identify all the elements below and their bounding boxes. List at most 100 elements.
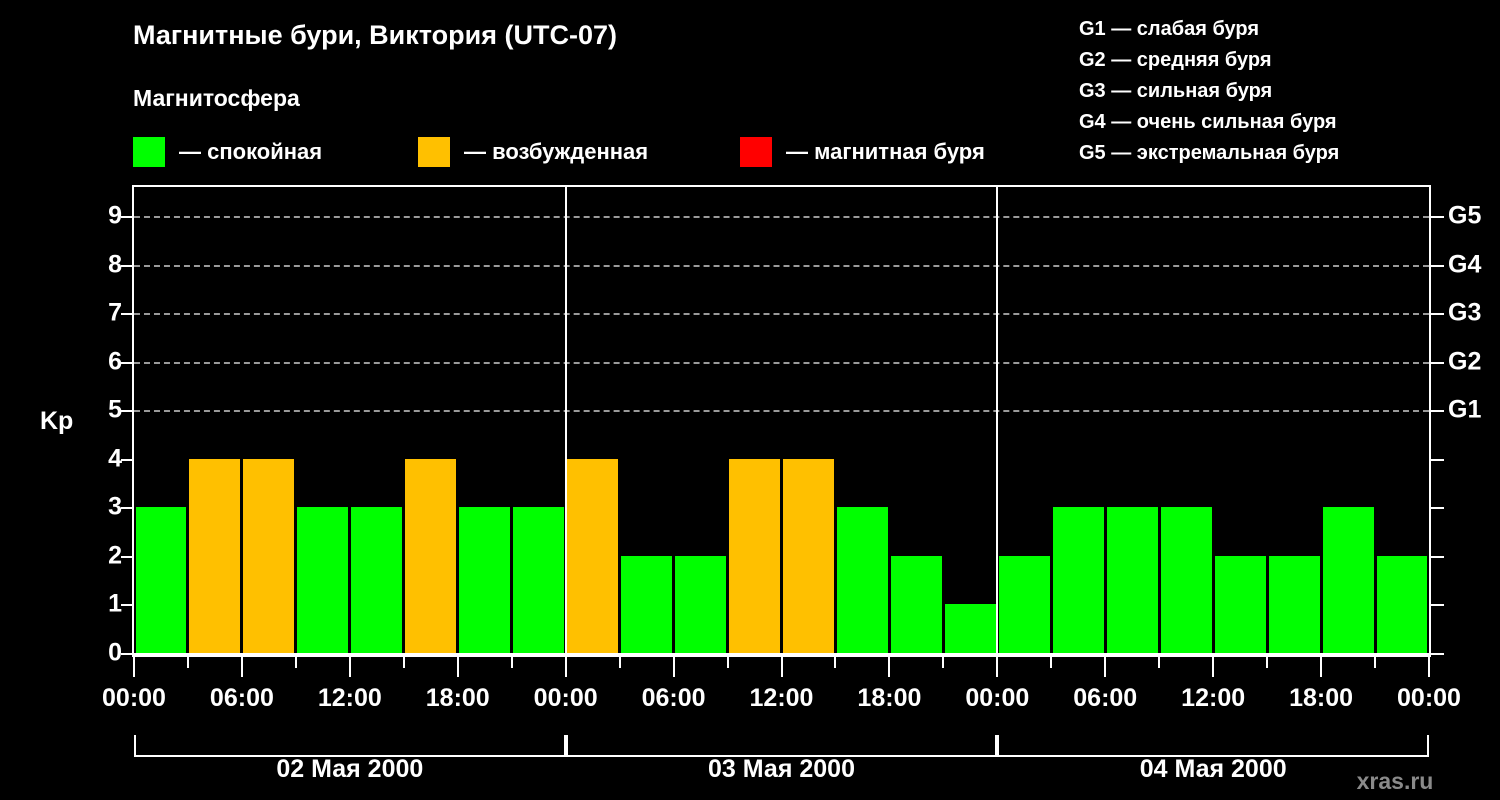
right-tick-mark-1 bbox=[1431, 604, 1444, 607]
bar bbox=[513, 507, 565, 653]
y-tick-label-7: 7 bbox=[108, 298, 122, 327]
g-legend-row-g1: G1 — слабая буря bbox=[1079, 14, 1339, 45]
y-tick-label-2: 2 bbox=[108, 541, 122, 570]
right-tick-label-g5: G5 bbox=[1448, 201, 1482, 230]
bar bbox=[998, 555, 1050, 653]
y-tick-label-5: 5 bbox=[108, 395, 122, 424]
x-tick-3 bbox=[294, 657, 297, 668]
x-tick-23 bbox=[1374, 657, 1377, 668]
y-axis-title: Kp bbox=[40, 407, 74, 435]
right-tick-label-g4: G4 bbox=[1448, 250, 1482, 279]
x-tick-label-4: 00:00 bbox=[533, 684, 598, 712]
y-tick-label-1: 1 bbox=[108, 589, 122, 618]
bar bbox=[135, 507, 187, 653]
day-label-1: 02 Мая 2000 bbox=[276, 755, 424, 783]
right-tick-mark-7 bbox=[1431, 313, 1444, 316]
y-tick-label-8: 8 bbox=[108, 250, 122, 279]
g-legend-code: G4 bbox=[1079, 111, 1106, 133]
y-tick-mark-4 bbox=[121, 458, 132, 461]
g-legend-code: G5 bbox=[1079, 142, 1106, 164]
x-tick-label-8: 00:00 bbox=[965, 684, 1030, 712]
gridline-kp-5 bbox=[134, 410, 1429, 413]
page-title: Магнитные бури, Виктория (UTC-07) bbox=[133, 20, 617, 50]
right-tick-mark-8 bbox=[1431, 264, 1444, 267]
legend-label: — магнитная буря bbox=[786, 139, 985, 164]
y-tick-mark-7 bbox=[121, 313, 132, 316]
bar bbox=[1052, 507, 1104, 653]
right-tick-mark-9 bbox=[1431, 216, 1444, 219]
legend-label: — спокойная bbox=[179, 139, 323, 164]
x-tick-label-6: 12:00 bbox=[749, 684, 814, 712]
orange-swatch bbox=[418, 137, 450, 167]
bar bbox=[836, 507, 888, 653]
y-tick-mark-8 bbox=[121, 264, 132, 267]
bars-container bbox=[134, 187, 1429, 653]
right-tick-mark-5 bbox=[1431, 410, 1444, 413]
day-separator-1 bbox=[564, 187, 567, 653]
x-tick-11 bbox=[726, 657, 729, 668]
x-axis-tick-labels: 00:00 06:00 12:00 18:00 00:00 06:00 12:00 18:00… bbox=[0, 684, 1500, 718]
day-bracket-1 bbox=[134, 735, 566, 757]
bar bbox=[783, 458, 834, 653]
bar bbox=[297, 507, 349, 653]
y-tick-mark-3 bbox=[121, 507, 132, 510]
watermark: xras.ru bbox=[1356, 768, 1434, 794]
x-tick-8 bbox=[564, 657, 567, 677]
bar bbox=[567, 458, 619, 653]
legend-label: — возбужденная bbox=[464, 139, 649, 164]
bar bbox=[1214, 555, 1266, 653]
g-legend-code: G2 bbox=[1079, 49, 1106, 71]
x-tick-label-10: 12:00 bbox=[1181, 684, 1246, 712]
bar bbox=[1268, 555, 1320, 653]
y-tick-label-3: 3 bbox=[108, 492, 122, 521]
bar bbox=[243, 458, 295, 653]
y-tick-mark-1 bbox=[121, 604, 132, 607]
x-tick-label-11: 18:00 bbox=[1289, 684, 1354, 712]
x-tick-10 bbox=[672, 657, 675, 677]
day-label-2: 03 Мая 2000 bbox=[708, 755, 855, 783]
day-bracket-2 bbox=[565, 735, 998, 757]
x-tick-17 bbox=[1050, 657, 1053, 668]
y-tick-mark-2 bbox=[121, 555, 132, 558]
gridline-kp-7 bbox=[134, 313, 1429, 316]
bar bbox=[1376, 555, 1428, 653]
right-tick-mark-3 bbox=[1431, 507, 1444, 510]
x-tick-9 bbox=[618, 657, 621, 668]
right-tick-label-g1: G1 bbox=[1448, 395, 1482, 424]
x-tick-13 bbox=[834, 657, 837, 668]
x-tick-label-12: 00:00 bbox=[1397, 684, 1461, 712]
y-tick-label-4: 4 bbox=[108, 444, 122, 473]
y-tick-mark-0 bbox=[121, 653, 132, 655]
g-legend-code: G1 bbox=[1079, 18, 1106, 40]
day-separator-2 bbox=[996, 187, 999, 653]
x-tick-label-9: 06:00 bbox=[1073, 684, 1138, 712]
magnetosphere-section-label: Магнитосфера bbox=[133, 85, 300, 111]
y-tick-label-9: 9 bbox=[108, 201, 122, 230]
green-swatch bbox=[133, 137, 165, 167]
x-tick-6 bbox=[456, 657, 459, 677]
x-tick-label-5: 06:00 bbox=[641, 684, 706, 712]
x-tick-label-3: 18:00 bbox=[425, 684, 490, 712]
bar bbox=[1106, 507, 1158, 653]
x-tick-1 bbox=[186, 657, 189, 668]
g-legend-text: — экстремальная буря bbox=[1105, 142, 1340, 164]
gridline-kp-6 bbox=[134, 361, 1429, 364]
g-legend-text: — слабая буря bbox=[1105, 18, 1260, 40]
chart-plot-area bbox=[132, 185, 1431, 655]
y-axis-tick-labels: 0 1 2 3 4 5 6 7 8 9 bbox=[60, 185, 122, 667]
x-tick-label-0: 00:00 bbox=[102, 684, 166, 712]
gridline-kp-9 bbox=[134, 216, 1429, 219]
right-tick-label-g3: G3 bbox=[1448, 298, 1482, 327]
x-tick-18 bbox=[1104, 657, 1107, 677]
g-legend-row-g5: G5 — экстремальная буря bbox=[1079, 138, 1339, 169]
g-legend-text: — сильная буря bbox=[1105, 80, 1273, 102]
y-tick-label-0: 0 bbox=[108, 638, 122, 667]
y-tick-mark-9 bbox=[121, 216, 132, 219]
g-legend-text: — средняя буря bbox=[1105, 49, 1272, 71]
bar bbox=[405, 458, 457, 653]
x-tick-label-1: 06:00 bbox=[209, 684, 274, 712]
bar bbox=[1322, 507, 1374, 653]
g-scale-legend: G1 — слабая буря G2 — средняя буря G3 — си… bbox=[1079, 14, 1339, 169]
right-tick-mark-6 bbox=[1431, 361, 1444, 364]
bar bbox=[189, 458, 241, 653]
